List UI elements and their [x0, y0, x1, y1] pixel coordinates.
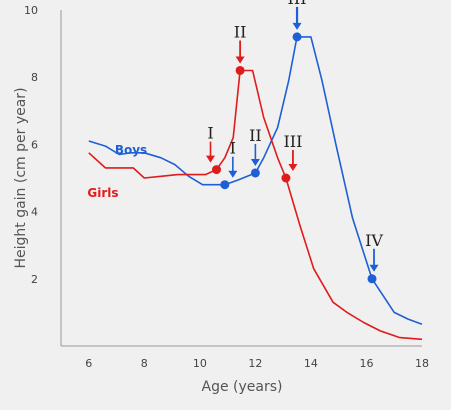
y-tick-label: 8: [31, 71, 38, 84]
series-label-girls: Girls: [87, 186, 118, 200]
data-point-marker: [367, 274, 377, 284]
annotation-label: III: [288, 0, 307, 8]
y-ticks: 2 4 6 8 10: [24, 4, 38, 286]
data-point-marker: [281, 173, 291, 183]
annotation-label: I: [230, 139, 236, 158]
annotation-label: II: [249, 126, 262, 145]
annotation-arrow-head: [250, 158, 260, 166]
annotation-arrow-head: [206, 155, 216, 163]
data-point-marker: [235, 65, 245, 75]
y-tick-label: 2: [31, 273, 38, 286]
series-line-girls: [88, 69, 423, 341]
data-point-marker: [220, 180, 230, 190]
annotation-arrow-head: [288, 164, 298, 171]
y-tick-label: 4: [31, 206, 38, 219]
annotation-label: II: [234, 22, 247, 41]
data-point-marker: [212, 165, 222, 175]
annotation-label: III: [283, 132, 302, 151]
x-tick-label: 18: [415, 357, 429, 370]
legend-labels: Boys Girls: [87, 143, 147, 200]
series-lines: [88, 36, 423, 341]
annotation-arrow-head: [235, 56, 245, 64]
x-axis-title: Age (years): [202, 379, 283, 395]
annotation-label: IV: [365, 231, 383, 250]
x-tick-label: 6: [85, 357, 92, 370]
series-label-boys: Boys: [115, 143, 147, 157]
data-point-marker: [292, 32, 302, 42]
annotation-arrow-head: [369, 264, 379, 272]
x-ticks: 6 8 10 12 14 16 18: [85, 357, 429, 370]
y-tick-label: 6: [31, 138, 38, 151]
x-tick-label: 16: [359, 357, 373, 370]
x-tick-label: 10: [193, 357, 207, 370]
annotation-arrow-head: [292, 22, 302, 30]
annotation-arrow-head: [228, 170, 238, 178]
x-tick-label: 14: [304, 357, 318, 370]
y-axis-title: Height gain (cm per year): [13, 87, 29, 268]
annotation-markers: IIIIIIIVIIIIII: [206, 0, 383, 284]
data-point-marker: [250, 168, 260, 178]
x-tick-label: 8: [141, 357, 148, 370]
x-tick-label: 12: [248, 357, 262, 370]
y-tick-label: 10: [24, 4, 38, 17]
annotation-label: I: [207, 124, 213, 143]
